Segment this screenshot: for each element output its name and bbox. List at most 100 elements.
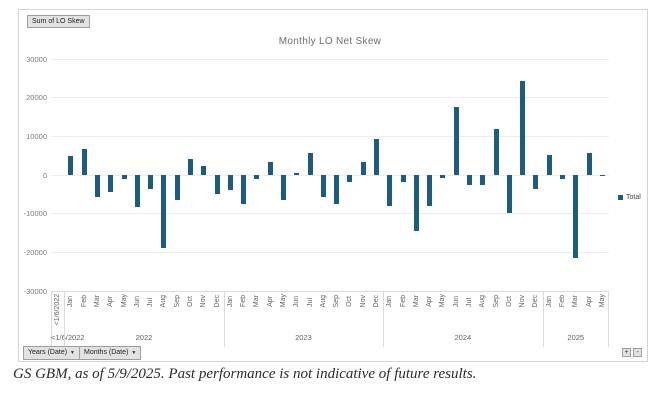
bar-Jun-6[interactable] [134, 175, 140, 208]
bar-Mar-39[interactable] [573, 175, 579, 258]
bar-May-5[interactable] [121, 175, 127, 179]
bar-Feb-2[interactable] [81, 148, 87, 175]
bar-Nov-11[interactable] [201, 165, 207, 175]
month-label-text: Sep [173, 294, 181, 307]
gridline [51, 135, 609, 137]
bar-Jan-25[interactable] [387, 175, 393, 207]
x-axis-month-label: Dec [529, 294, 542, 328]
x-axis-month-label: Feb [237, 294, 250, 328]
bar-Dec-36[interactable] [533, 175, 539, 189]
month-label-text: Sep [333, 294, 341, 307]
year-group-separator [608, 292, 609, 347]
x-axis-year-label: 2024 [454, 333, 472, 342]
x-axis-month-label: Nov [197, 294, 210, 328]
month-label-text: Nov [359, 294, 367, 307]
x-axis-month-label: Nov [357, 294, 370, 328]
years-field-button[interactable]: Years (Date) ▼ [23, 346, 80, 360]
month-label-text: Mar [93, 294, 101, 307]
month-label-text: Mar [412, 294, 420, 307]
x-axis-month-label: Jun [290, 294, 303, 328]
bar-Nov-23[interactable] [360, 162, 366, 175]
bar-Dec-24[interactable] [374, 138, 379, 175]
bar-Mar-27[interactable] [413, 175, 419, 232]
pivot-chart-container: Sum of LO Skew Monthly LO Net Skew 30000… [18, 9, 648, 362]
month-label-text: Jun [133, 295, 141, 307]
month-label-text: Jan [386, 295, 394, 307]
month-label-text: Sep [492, 294, 500, 307]
bar-Apr-40[interactable] [586, 152, 592, 175]
x-axis-month-label: Jan [543, 294, 556, 328]
month-label-text: Apr [585, 296, 593, 307]
bar-Jun-18[interactable] [294, 173, 300, 175]
month-label-text: Aug [160, 294, 168, 307]
bar-Jan-1[interactable] [68, 156, 74, 175]
month-label-text: Jan [226, 295, 234, 307]
bar-Apr-16[interactable] [267, 162, 273, 175]
bar-Jul-19[interactable] [307, 152, 313, 175]
value-field-label: Sum of LO Skew [32, 18, 85, 25]
x-axis-month-label: Aug [476, 294, 489, 328]
bar-Apr-4[interactable] [108, 175, 114, 192]
bar-Feb-14[interactable] [241, 175, 247, 204]
x-axis-month-label: Mar [410, 294, 423, 328]
bar-Nov-35[interactable] [520, 81, 526, 175]
bar-Oct-22[interactable] [347, 175, 353, 183]
collapse-field-button[interactable]: - [633, 348, 642, 357]
bar-Aug-20[interactable] [320, 175, 326, 197]
gridline [51, 174, 609, 176]
bar-Mar-15[interactable] [254, 175, 260, 180]
x-axis-month-label: Apr [423, 294, 436, 328]
bar-May-41[interactable] [599, 175, 605, 177]
chart-title: Monthly LO Net Skew [278, 36, 382, 47]
bar-Feb-26[interactable] [400, 175, 406, 182]
bar-Oct-34[interactable] [506, 175, 512, 213]
bar-Sep-9[interactable] [174, 175, 180, 201]
month-label-text: Jul [465, 298, 473, 307]
x-axis-month-label: Nov [516, 294, 529, 328]
x-axis-month-label: Apr [582, 294, 595, 328]
value-field-button[interactable]: Sum of LO Skew [27, 15, 90, 28]
month-label-text: Dec [213, 294, 221, 307]
bar-Dec-12[interactable] [214, 175, 220, 194]
bar-Mar-3[interactable] [95, 175, 100, 198]
x-axis-month-label: Feb [78, 294, 91, 328]
bar-Feb-38[interactable] [560, 175, 565, 179]
legend-swatch-icon [618, 195, 623, 200]
month-label-text: May [598, 294, 606, 308]
bar-Oct-10[interactable] [188, 158, 193, 175]
bar-May-17[interactable] [281, 175, 286, 201]
bar-Jan-37[interactable] [546, 154, 552, 175]
x-axis-month-label: Aug [317, 294, 330, 328]
month-label-text: Feb [80, 294, 88, 307]
bar-Aug-8[interactable] [161, 175, 167, 249]
x-axis-month-label: Aug [157, 294, 170, 328]
month-label-text: <1/6/2022 [54, 294, 62, 326]
bar-May-29[interactable] [440, 175, 446, 179]
months-field-button[interactable]: Months (Date) ▼ [79, 346, 142, 360]
months-field-label: Months (Date) [84, 349, 129, 356]
x-axis-band: <1/6/2022 Jan Feb Mar Apr May Jun Jul Aug Sep Oct N… [51, 291, 609, 347]
y-axis-tick-label: 10000 [26, 131, 47, 141]
bar-Jul-7[interactable] [148, 175, 154, 189]
year-group-separator [51, 292, 52, 347]
bar-Apr-28[interactable] [427, 175, 433, 207]
month-label-text: Jun [293, 295, 301, 307]
bar-Jun-30[interactable] [453, 106, 459, 175]
bar-Aug-32[interactable] [480, 175, 486, 185]
x-axis-month-label: Apr [104, 294, 117, 328]
expand-field-button[interactable]: + [622, 348, 631, 357]
x-axis-month-label: Jul [303, 294, 316, 328]
x-axis-year-label: 2025 [567, 333, 585, 342]
month-label-text: Aug [319, 294, 327, 307]
gridline [51, 58, 609, 60]
y-axis-tick-label: -20000 [23, 247, 47, 257]
x-axis-month-label: May [436, 294, 449, 328]
x-axis-month-label: Jul [463, 294, 476, 328]
x-axis-year-label: 2023 [295, 333, 312, 342]
bar-Jan-13[interactable] [227, 175, 233, 191]
gridline [51, 97, 609, 99]
bar-Sep-21[interactable] [334, 175, 340, 204]
bar-Sep-33[interactable] [493, 128, 499, 175]
bar-Jul-31[interactable] [467, 175, 472, 185]
